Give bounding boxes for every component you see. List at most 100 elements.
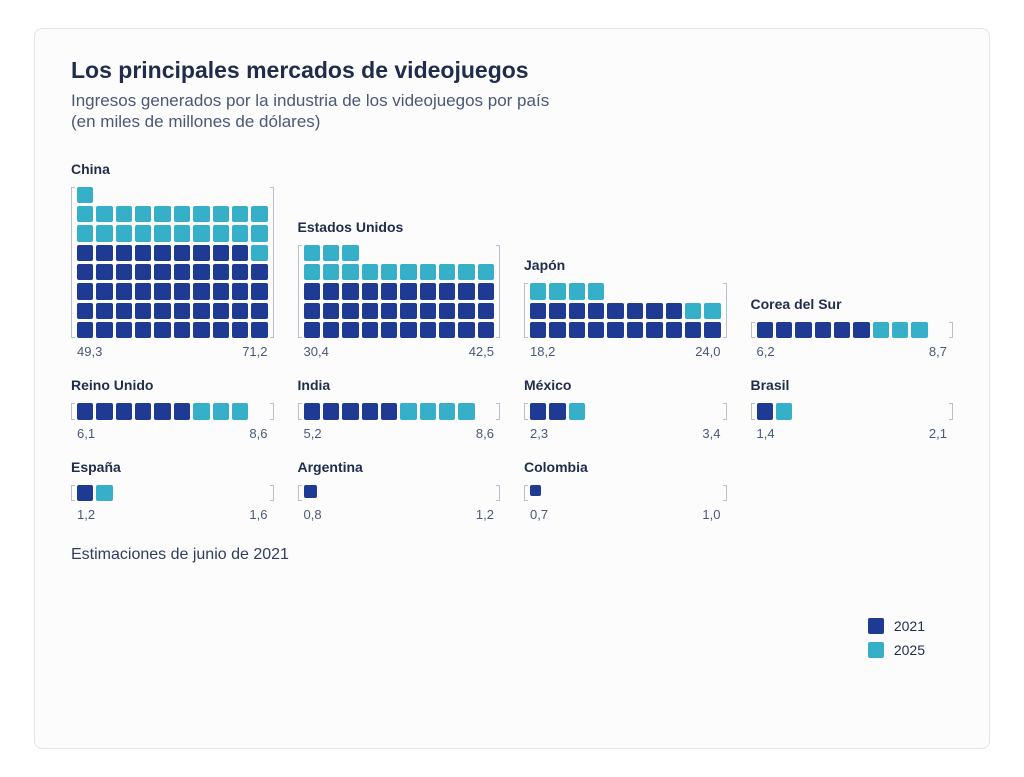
legend-item-2021: 2021 <box>868 618 925 634</box>
country-name: Japón <box>524 257 727 273</box>
unit-square <box>251 225 267 241</box>
bracket-right <box>723 485 727 501</box>
unit-square <box>342 283 358 299</box>
unit-square <box>323 403 339 419</box>
country-cell: Brasil 1,42,1 <box>751 377 954 440</box>
unit-square <box>381 403 397 419</box>
unit-square <box>154 245 170 261</box>
value-2025: 8,6 <box>249 426 267 441</box>
unit-square <box>77 264 93 280</box>
unit-square <box>154 206 170 222</box>
value-2021: 6,1 <box>77 426 95 441</box>
unit-square <box>323 245 339 261</box>
unit-square <box>569 322 585 338</box>
unit-square <box>116 403 132 419</box>
country-name: China <box>71 161 274 177</box>
bracket-left <box>71 187 75 339</box>
unit-square <box>400 264 416 280</box>
value-2025: 8,7 <box>929 344 947 359</box>
country-cell: Corea del Sur6,28,7 <box>751 296 954 359</box>
bracket-left <box>298 403 302 419</box>
pictogram-block <box>298 485 501 501</box>
country-name: México <box>524 377 727 393</box>
unit-square <box>323 264 339 280</box>
value-2025: 8,6 <box>476 426 494 441</box>
unit-square <box>135 283 151 299</box>
unit-square <box>362 264 378 280</box>
unit-square <box>400 303 416 319</box>
unit-square <box>116 322 132 338</box>
unit-square <box>135 322 151 338</box>
bracket-right <box>270 485 274 501</box>
unit-square <box>77 403 93 419</box>
value-2025: 3,4 <box>702 426 720 441</box>
unit-square <box>685 303 701 319</box>
unit-square <box>853 322 869 338</box>
unit-square <box>232 225 248 241</box>
legend: 2021 2025 <box>868 618 925 658</box>
unit-square <box>304 264 320 280</box>
unit-square <box>174 403 190 419</box>
unit-square <box>135 206 151 222</box>
unit-square <box>213 264 229 280</box>
unit-square <box>232 206 248 222</box>
unit-square <box>154 283 170 299</box>
unit-square <box>135 225 151 241</box>
bracket-left <box>751 322 755 338</box>
pictogram-block <box>751 403 954 419</box>
unit-square <box>439 303 455 319</box>
unit-square <box>873 322 889 338</box>
value-2021: 1,2 <box>77 507 95 522</box>
country-name: Brasil <box>751 377 954 393</box>
country-name: Reino Unido <box>71 377 274 393</box>
unit-square <box>116 206 132 222</box>
unit-square <box>213 303 229 319</box>
unit-grid <box>77 403 268 419</box>
bracket-right <box>270 403 274 419</box>
bracket-left <box>71 485 75 501</box>
value-2025: 42,5 <box>469 344 494 359</box>
unit-square <box>549 303 565 319</box>
unit-square <box>135 245 151 261</box>
country-cell: Argentina0,81,2 <box>298 459 501 522</box>
unit-square <box>116 245 132 261</box>
unit-square <box>232 245 248 261</box>
country-cell: India5,28,6 <box>298 377 501 440</box>
bracket-right <box>949 403 953 419</box>
unit-square <box>588 283 604 299</box>
unit-square <box>304 303 320 319</box>
unit-square <box>420 322 436 338</box>
unit-square <box>232 303 248 319</box>
unit-grid <box>530 403 721 419</box>
value-labels: 1,21,6 <box>71 507 274 522</box>
pictogram-block <box>298 245 501 339</box>
subtitle-line-1: Ingresos generados por la industria de l… <box>71 91 549 110</box>
unit-grid <box>530 283 721 338</box>
value-labels: 0,71,0 <box>524 507 727 522</box>
unit-square <box>549 283 565 299</box>
unit-square <box>77 245 93 261</box>
value-labels: 1,42,1 <box>751 426 954 441</box>
unit-square <box>342 303 358 319</box>
unit-square <box>666 303 682 319</box>
unit-square <box>458 303 474 319</box>
country-cell: China49,371,2 <box>71 161 274 360</box>
country-name: Estados Unidos <box>298 219 501 235</box>
value-labels: 2,33,4 <box>524 426 727 441</box>
unit-square <box>458 264 474 280</box>
unit-square <box>96 403 112 419</box>
value-2025: 24,0 <box>695 344 720 359</box>
unit-square <box>213 403 229 419</box>
unit-square <box>478 264 494 280</box>
unit-square <box>116 264 132 280</box>
unit-square <box>342 322 358 338</box>
unit-square <box>530 283 546 299</box>
value-labels: 6,1 8,6 <box>71 426 274 441</box>
unit-square <box>251 264 267 280</box>
unit-square <box>213 225 229 241</box>
pictogram-grid: China49,371,2Estados Unidos30,442,5Japón… <box>71 161 953 523</box>
unit-square <box>232 264 248 280</box>
unit-square <box>381 283 397 299</box>
unit-square <box>174 303 190 319</box>
unit-square <box>154 403 170 419</box>
